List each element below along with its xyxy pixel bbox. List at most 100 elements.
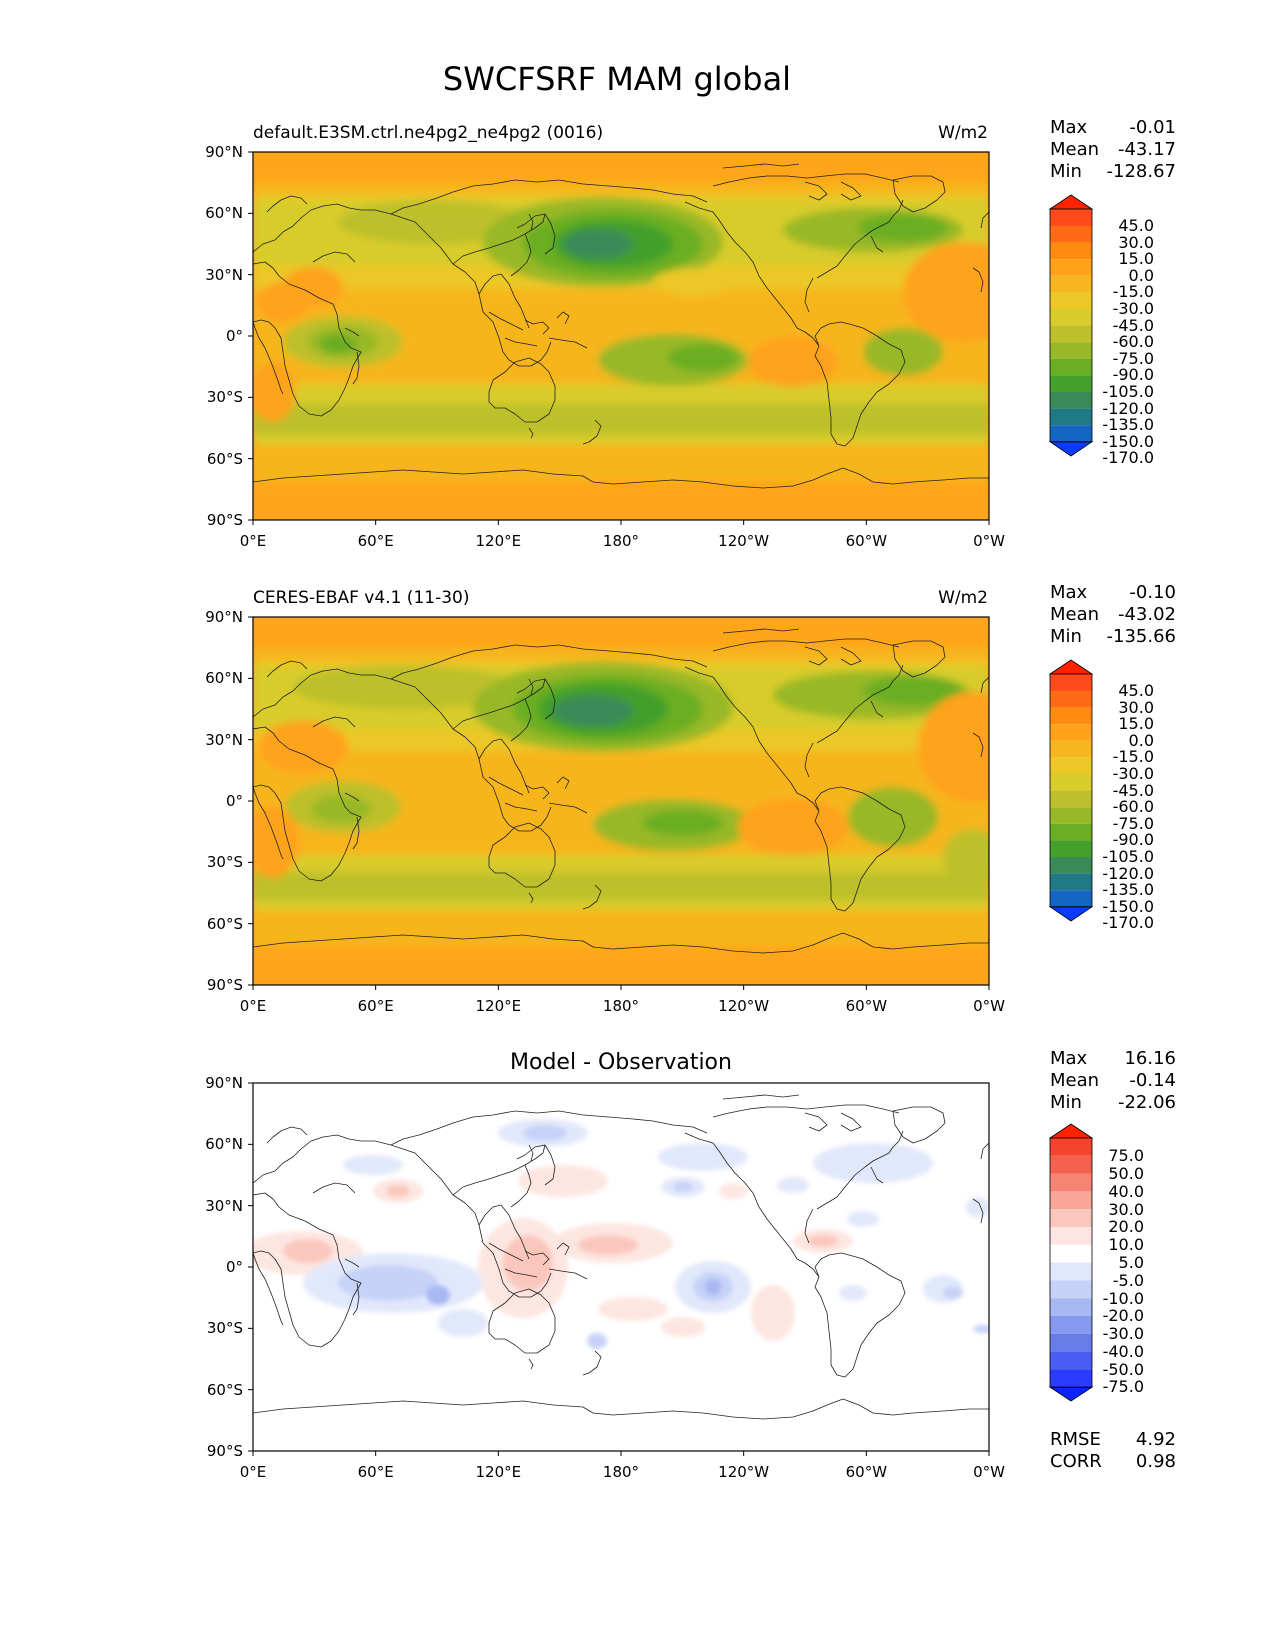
lon-label: 0°W xyxy=(973,997,1005,1015)
lat-label: 90°N xyxy=(205,1074,243,1092)
colorbar-test: 45.0 30.0 15.0 0.0 -15.0 -30.0 -45.0 -60… xyxy=(1048,194,1154,467)
colorbar-tick: 45.0 xyxy=(1118,681,1154,700)
stat-value: -0.14 xyxy=(1129,1070,1176,1091)
colorbar-tick: -30.0 xyxy=(1103,1324,1144,1343)
lat-label: 0° xyxy=(226,327,243,345)
colorbar-tick: -30.0 xyxy=(1113,299,1154,318)
stat-label: Min xyxy=(1050,161,1082,182)
colorbar-tick: 40.0 xyxy=(1108,1182,1144,1201)
figure-title: SWCFSRF MAM global xyxy=(443,60,791,98)
lon-label: 120°E xyxy=(476,1463,522,1481)
axis-ticks xyxy=(248,151,990,525)
colorbar-tick: 20.0 xyxy=(1108,1217,1144,1236)
colorbar-tick: -75.0 xyxy=(1113,814,1154,833)
lon-label: 60°E xyxy=(358,1463,394,1481)
lat-label: 90°N xyxy=(205,608,243,626)
lat-label: 30°S xyxy=(207,388,243,406)
lon-label: 0°E xyxy=(240,532,267,550)
lon-label: 180° xyxy=(603,532,639,550)
panel-test: default.E3SM.ctrl.ne4pg2_ne4pg2 (0016) W… xyxy=(205,117,1176,550)
stat-value: -0.01 xyxy=(1129,117,1176,138)
lat-label: 30°S xyxy=(207,1319,243,1337)
lat-label: 60°S xyxy=(207,915,243,933)
colorbar-tick: 45.0 xyxy=(1118,216,1154,235)
colorbar-tick: 15.0 xyxy=(1118,249,1154,268)
colorbar-tick: -135.0 xyxy=(1102,415,1154,434)
map-difference: 90°N 60°N 30°N 0° 30°S 60°S 90°S 0°E 60°… xyxy=(205,1074,1005,1481)
colorbar-tick: 30.0 xyxy=(1118,698,1154,717)
panel-reference: CERES-EBAF v4.1 (11-30) W/m2 xyxy=(205,582,1176,1015)
lon-label: 180° xyxy=(603,997,639,1015)
colorbar-tick: -15.0 xyxy=(1113,282,1154,301)
colorbar-tick: -45.0 xyxy=(1113,781,1154,800)
colorbar-tick: 15.0 xyxy=(1118,714,1154,733)
colorbar-tick: 10.0 xyxy=(1108,1235,1144,1254)
panel-difference: Model - Observation xyxy=(205,1048,1176,1481)
colorbar-tick: -10.0 xyxy=(1103,1289,1144,1308)
colorbar-tick: -90.0 xyxy=(1113,365,1154,384)
lat-label: 60°N xyxy=(205,204,243,222)
stat-value: -43.02 xyxy=(1118,604,1176,625)
stats-box: Max -0.10 Mean -43.02 Min -135.66 xyxy=(1050,582,1176,647)
panel-center-title: Model - Observation xyxy=(510,1050,732,1075)
lon-label: 60°E xyxy=(358,997,394,1015)
colorbar-tick: -40.0 xyxy=(1103,1342,1144,1361)
colorbar-tick: -105.0 xyxy=(1102,847,1154,866)
stat-value: -43.17 xyxy=(1118,139,1176,160)
colorbar-tick: -120.0 xyxy=(1102,399,1154,418)
colorbar-labels: 45.0 30.0 15.0 0.0 -15.0 -30.0 -45.0 -60… xyxy=(1102,681,1154,932)
colorbar-tick: -60.0 xyxy=(1113,797,1154,816)
colorbar-swatches xyxy=(1048,194,1094,457)
colorbar-tick: -15.0 xyxy=(1113,747,1154,766)
colorbar-tick: -50.0 xyxy=(1103,1360,1144,1379)
colorbar-tick: 75.0 xyxy=(1108,1146,1144,1165)
panel-left-title: default.E3SM.ctrl.ne4pg2_ne4pg2 (0016) xyxy=(253,123,603,143)
panel-right-title: W/m2 xyxy=(938,123,988,143)
lon-label: 60°E xyxy=(358,532,394,550)
lon-label: 120°W xyxy=(718,1463,769,1481)
colorbar-labels: 45.0 30.0 15.0 0.0 -15.0 -30.0 -45.0 -60… xyxy=(1102,216,1154,467)
stat-label: Mean xyxy=(1050,604,1099,625)
stat-label: Mean xyxy=(1050,1070,1099,1091)
colorbar-tick: -150.0 xyxy=(1102,432,1154,451)
stat-value: 4.92 xyxy=(1136,1429,1176,1450)
lat-label: 90°N xyxy=(205,143,243,161)
stat-label: Min xyxy=(1050,1092,1082,1113)
footer-stats: RMSE 4.92 CORR 0.98 xyxy=(1050,1429,1176,1472)
axis-ticks xyxy=(248,1082,990,1456)
colorbar-tick: -20.0 xyxy=(1103,1306,1144,1325)
stat-label: Min xyxy=(1050,626,1082,647)
lon-label: 120°W xyxy=(718,532,769,550)
lon-label: 60°W xyxy=(846,997,888,1015)
colorbar-tick: -90.0 xyxy=(1113,830,1154,849)
colorbar-tick: -75.0 xyxy=(1103,1377,1144,1396)
lat-labels: 90°N 60°N 30°N 0° 30°S 60°S 90°S xyxy=(205,1074,243,1460)
map-reference: 90°N 60°N 30°N 0° 30°S 60°S 90°S 0°E 60°… xyxy=(205,608,1005,1015)
lat-label: 60°N xyxy=(205,669,243,687)
lat-label: 30°N xyxy=(205,266,243,284)
lat-labels: 90°N 60°N 30°N 0° 30°S 60°S 90°S xyxy=(205,608,243,994)
lon-labels: 0°E 60°E 120°E 180° 120°W 60°W 0°W xyxy=(240,997,1005,1015)
stat-value: -0.10 xyxy=(1129,582,1176,603)
stats-box: Max -0.01 Mean -43.17 Min -128.67 xyxy=(1050,117,1176,182)
stat-value: 16.16 xyxy=(1124,1048,1176,1069)
colorbar-tick: 0.0 xyxy=(1129,266,1154,285)
colorbar-tick: -120.0 xyxy=(1102,864,1154,883)
colorbar-tick: 30.0 xyxy=(1108,1200,1144,1219)
colorbar-tick: -75.0 xyxy=(1113,349,1154,368)
panel-right-title: W/m2 xyxy=(938,588,988,608)
map-test: 90°N 60°N 30°N 0° 30°S 60°S 90°S 0°E 60°… xyxy=(205,143,1005,550)
stats-box: Max 16.16 Mean -0.14 Min -22.06 xyxy=(1050,1048,1176,1113)
colorbar-labels: 75.0 50.0 40.0 30.0 20.0 10.0 5.0 -5.0 -… xyxy=(1103,1146,1144,1396)
colorbar-tick: -60.0 xyxy=(1113,332,1154,351)
colorbar-tick: -105.0 xyxy=(1102,382,1154,401)
lat-label: 90°S xyxy=(207,1442,243,1460)
lat-label: 90°S xyxy=(207,511,243,529)
lon-label: 60°W xyxy=(846,532,888,550)
lat-label: 90°S xyxy=(207,976,243,994)
lat-labels: 90°N 60°N 30°N 0° 30°S 60°S 90°S xyxy=(205,143,243,529)
lat-label: 30°N xyxy=(205,731,243,749)
lon-label: 120°E xyxy=(476,997,522,1015)
axis-ticks xyxy=(248,616,990,990)
